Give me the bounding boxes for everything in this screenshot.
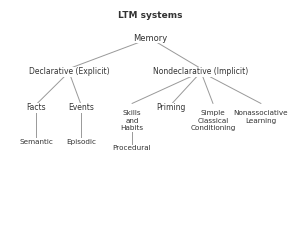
Text: Nonassociative
Learning: Nonassociative Learning: [234, 110, 288, 124]
Text: Events: Events: [68, 104, 94, 112]
Text: Facts: Facts: [26, 104, 46, 112]
Text: Memory: Memory: [133, 34, 167, 43]
Text: Episodic: Episodic: [66, 139, 96, 145]
Text: LTM systems: LTM systems: [118, 11, 182, 20]
Text: Nondeclarative (Implicit): Nondeclarative (Implicit): [153, 68, 249, 76]
Text: Simple
Classical
Conditioning: Simple Classical Conditioning: [190, 110, 236, 131]
Text: Procedural: Procedural: [113, 146, 151, 151]
Text: Skills
and
Habits: Skills and Habits: [120, 110, 144, 131]
Text: Priming: Priming: [156, 104, 186, 112]
Text: Semantic: Semantic: [19, 139, 53, 145]
Text: Declarative (Explicit): Declarative (Explicit): [29, 68, 109, 76]
